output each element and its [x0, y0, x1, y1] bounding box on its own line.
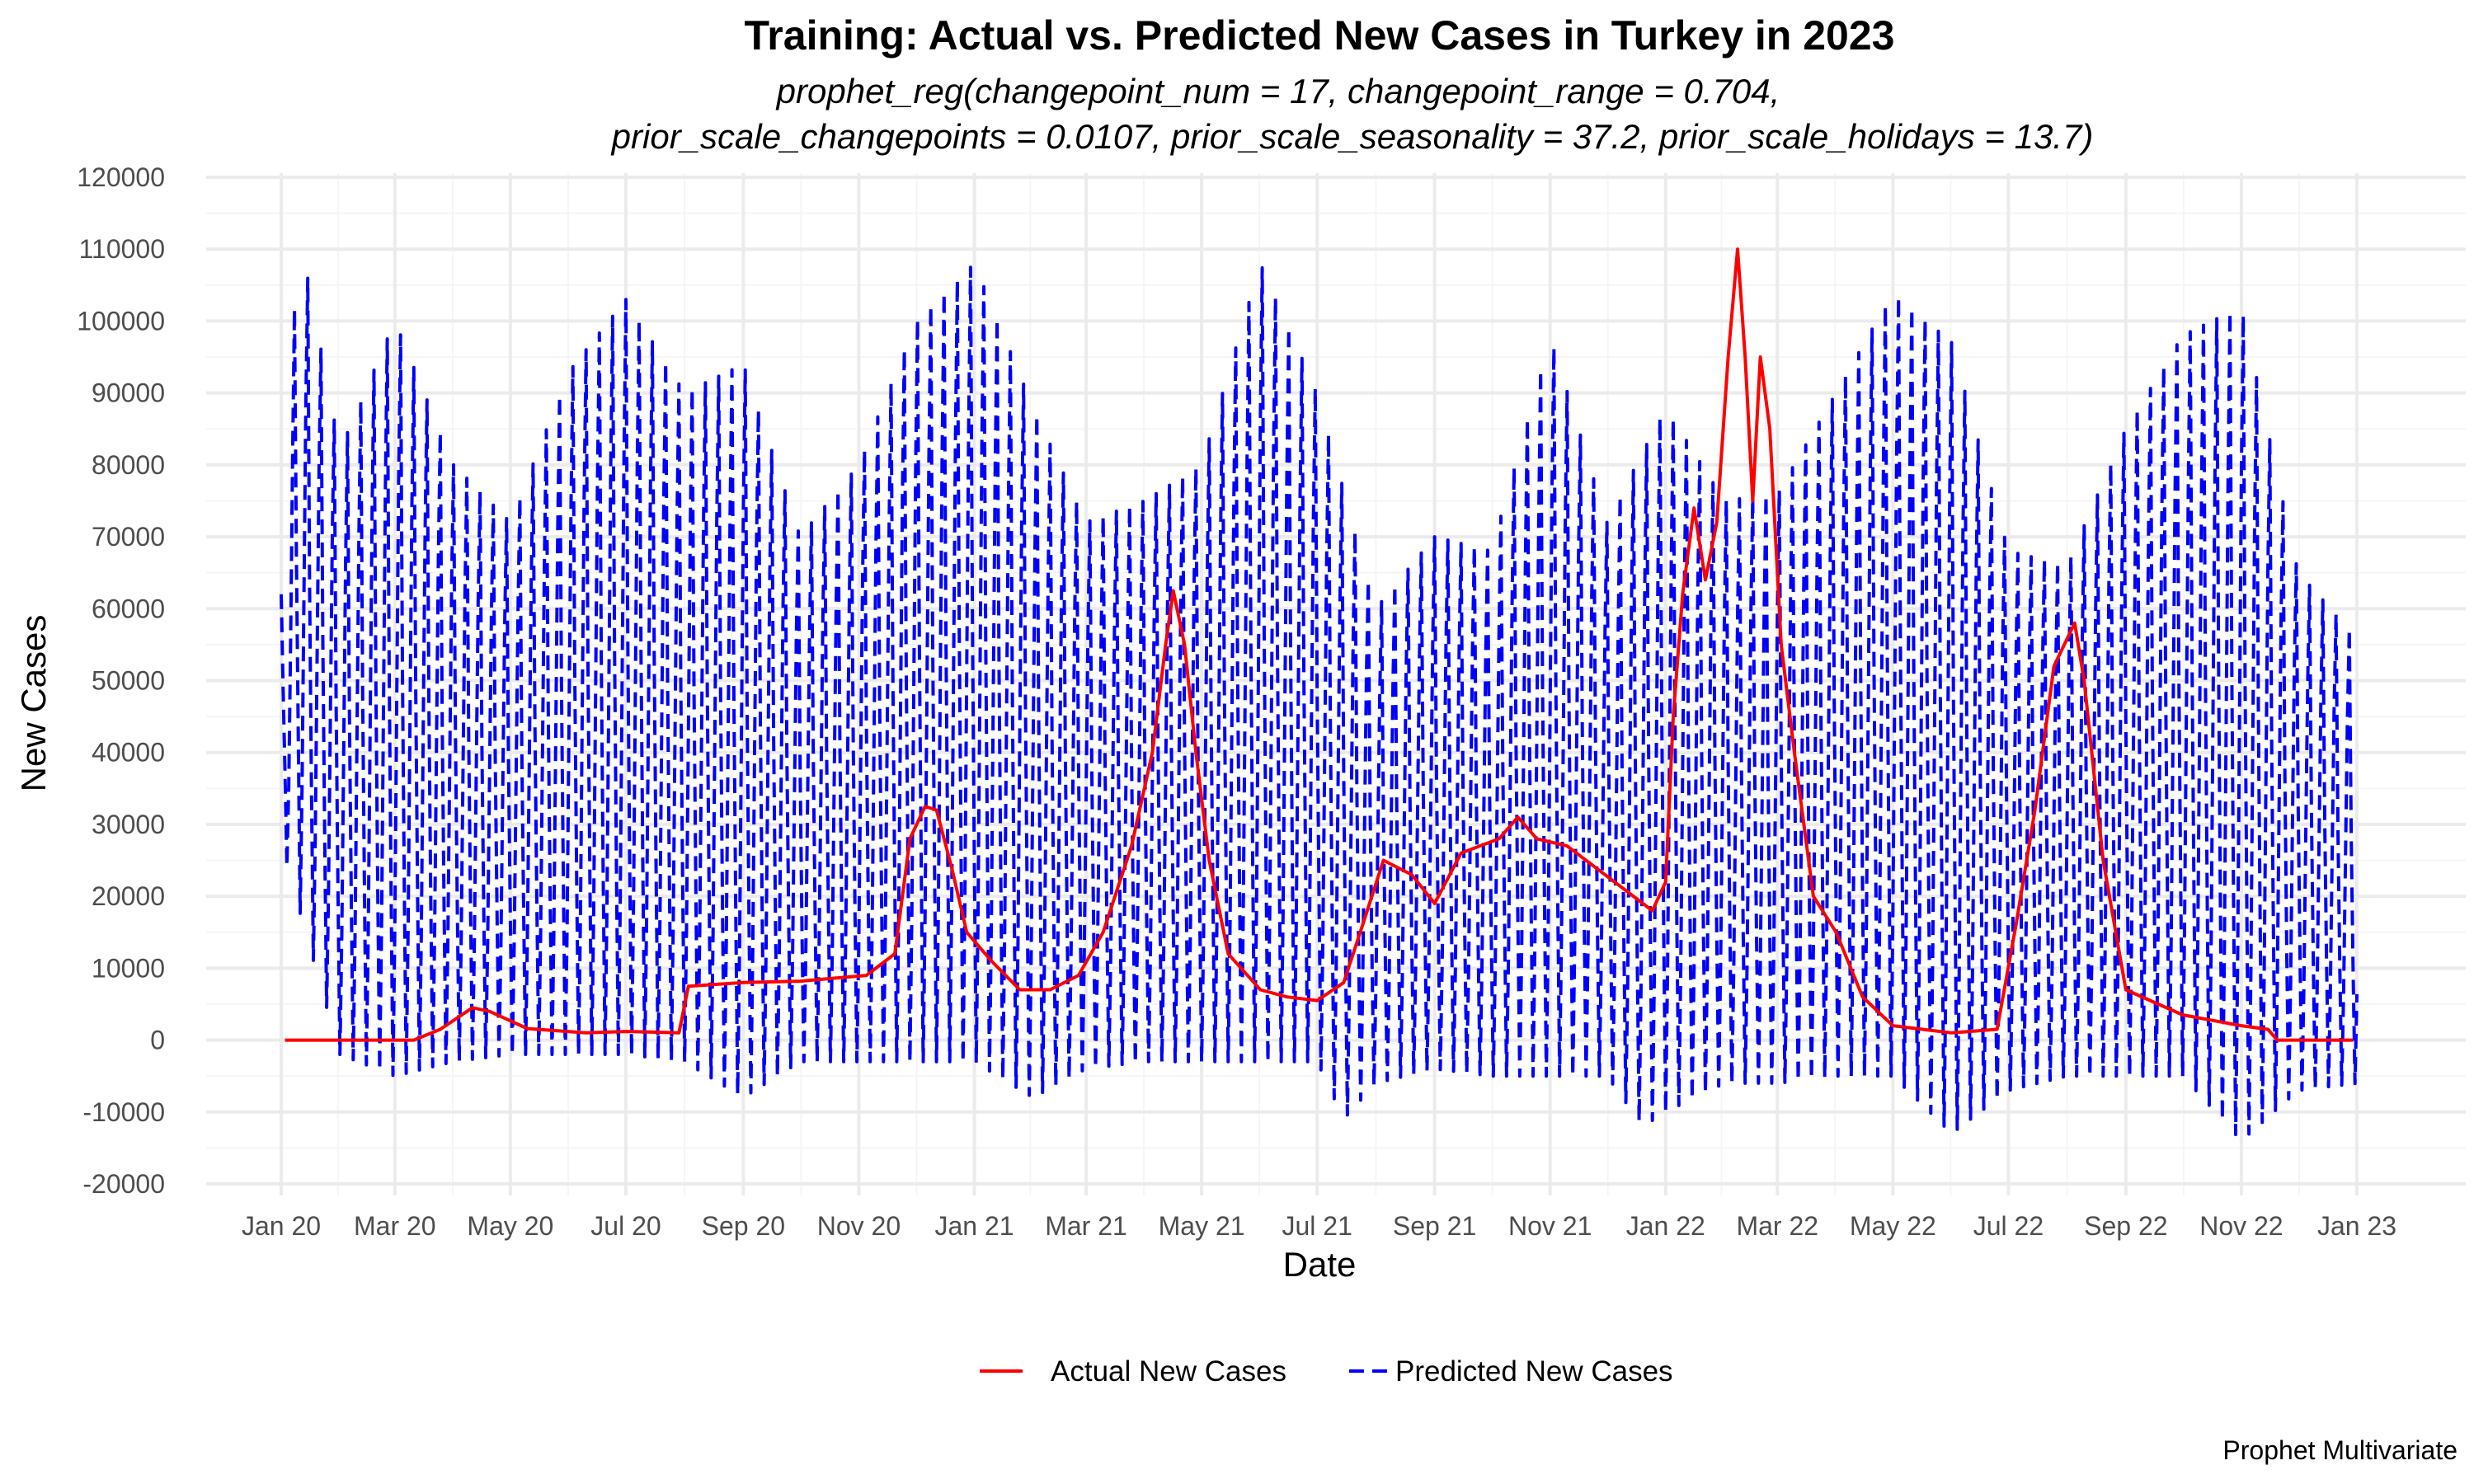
- x-axis-title: Date: [1283, 1245, 1357, 1284]
- legend-label-predicted: Predicted New Cases: [1395, 1355, 1673, 1388]
- series-line-predicted-new-cases: [280, 265, 2359, 1137]
- y-tick-label: 70000: [92, 522, 165, 552]
- x-tick-label: May 22: [1850, 1211, 1936, 1241]
- y-tick-label: 40000: [92, 738, 165, 768]
- x-tick-label: Jan 20: [242, 1211, 321, 1241]
- chart-title: Training: Actual vs. Predicted New Cases…: [745, 12, 1895, 59]
- x-axis-tick-labels: Jan 20 Mar 20 May 20 Jul 20 Sep 20 Nov 20 Jan …: [242, 1211, 2396, 1241]
- y-axis-title: New Cases: [14, 615, 53, 792]
- y-tick-label: -20000: [82, 1169, 165, 1199]
- chart-subtitle-line-2: prior_scale_changepoints = 0.0107, prior…: [610, 117, 2094, 156]
- y-tick-label: 30000: [92, 810, 165, 839]
- x-tick-label: Jul 21: [1282, 1211, 1352, 1241]
- y-tick-label: 110000: [79, 234, 165, 264]
- y-tick-label: 50000: [92, 666, 165, 696]
- x-tick-label: Mar 20: [354, 1211, 436, 1241]
- chart-caption: Prophet Multivariate: [2222, 1435, 2458, 1465]
- x-tick-label: Jan 23: [2317, 1211, 2396, 1241]
- series-line-actual-new-cases: [285, 247, 2354, 1042]
- x-tick-label: Nov 21: [1508, 1211, 1592, 1241]
- x-tick-label: Mar 22: [1736, 1211, 1818, 1241]
- y-axis-tick-labels: -20000 -10000 0 10000 20000 30000 40000 50000 60…: [77, 162, 165, 1199]
- x-tick-label: May 20: [467, 1211, 553, 1241]
- x-tick-label: Jul 20: [590, 1211, 661, 1241]
- y-tick-label: 60000: [92, 594, 165, 623]
- y-tick-label: 20000: [92, 881, 165, 911]
- x-tick-label: Jan 22: [1626, 1211, 1705, 1241]
- x-tick-label: Sep 22: [2084, 1211, 2167, 1241]
- x-tick-label: Jul 22: [1973, 1211, 2044, 1241]
- legend: Actual New Cases Predicted New Cases: [980, 1355, 1673, 1388]
- x-tick-label: May 21: [1159, 1211, 1245, 1241]
- chart-subtitle-line-1: prophet_reg(changepoint_num = 17, change…: [775, 72, 1780, 110]
- x-tick-label: Sep 20: [702, 1211, 785, 1241]
- y-tick-label: -10000: [82, 1097, 165, 1127]
- x-tick-label: Nov 20: [817, 1211, 901, 1241]
- y-tick-label: 0: [150, 1026, 165, 1055]
- y-tick-label: 10000: [92, 953, 165, 983]
- y-tick-label: 100000: [77, 306, 165, 336]
- x-tick-label: Jan 21: [934, 1211, 1014, 1241]
- y-tick-label: 90000: [92, 378, 165, 408]
- x-tick-label: Mar 21: [1045, 1211, 1127, 1241]
- legend-label-actual: Actual New Cases: [1051, 1355, 1286, 1388]
- x-tick-label: Nov 22: [2199, 1211, 2283, 1241]
- series-layer: [280, 247, 2359, 1137]
- y-tick-label: 120000: [77, 162, 165, 192]
- y-tick-label: 80000: [92, 450, 165, 480]
- x-tick-label: Sep 21: [1393, 1211, 1476, 1241]
